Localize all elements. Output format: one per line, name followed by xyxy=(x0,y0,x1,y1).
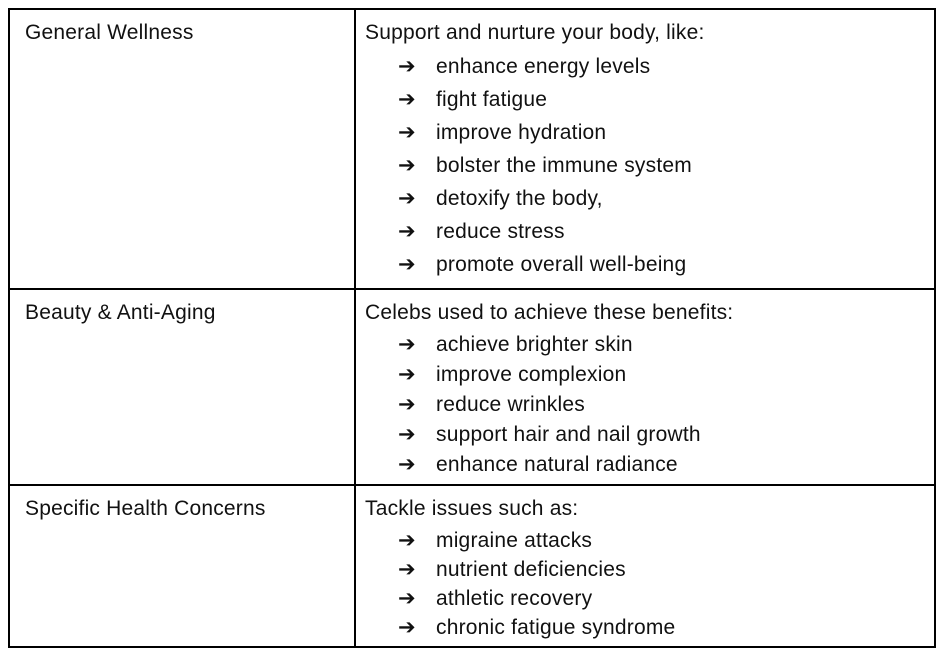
lead-text: Tackle issues such as: xyxy=(365,497,579,520)
arrow-bullet-icon: ➔ xyxy=(398,220,416,243)
bullet-item: ➔ reduce wrinkles xyxy=(398,390,926,420)
arrow-bullet-icon: ➔ xyxy=(398,333,416,356)
arrow-bullet-icon: ➔ xyxy=(398,121,416,144)
bullet-item: ➔ athletic recovery xyxy=(398,584,926,613)
bullet-list: ➔ achieve brighter skin ➔ improve complexi… xyxy=(365,330,926,480)
bullet-item: ➔ chronic fatigue syndrome xyxy=(398,613,926,642)
lead-text: Celebs used to achieve these benefits: xyxy=(365,301,734,324)
category-label: Specific Health Concerns xyxy=(25,497,266,520)
lead-text: Support and nurture your body, like: xyxy=(365,21,705,44)
bullet-text: fight fatigue xyxy=(436,88,548,111)
bullet-item: ➔ support hair and nail growth xyxy=(398,420,926,450)
bullet-item: ➔ improve hydration xyxy=(398,116,926,149)
bullet-item: ➔ detoxify the body, xyxy=(398,182,926,215)
category-cell: General Wellness xyxy=(10,10,356,288)
arrow-bullet-icon: ➔ xyxy=(398,587,416,610)
bullet-text: migraine attacks xyxy=(436,529,593,552)
table-row-general-wellness: General Wellness Support and nurture you… xyxy=(10,10,934,288)
arrow-bullet-icon: ➔ xyxy=(398,453,416,476)
bullet-text: improve complexion xyxy=(436,363,627,386)
bullet-text: nutrient deficiencies xyxy=(436,558,626,581)
bullet-item: ➔ enhance natural radiance xyxy=(398,450,926,480)
bullet-item: ➔ achieve brighter skin xyxy=(398,330,926,360)
bullet-item: ➔ reduce stress xyxy=(398,215,926,248)
arrow-bullet-icon: ➔ xyxy=(398,253,416,276)
bullet-text: detoxify the body, xyxy=(436,187,603,210)
bullet-text: enhance natural radiance xyxy=(436,453,678,476)
bullet-text: athletic recovery xyxy=(436,587,593,610)
benefits-table: General Wellness Support and nurture you… xyxy=(8,8,936,648)
bullet-text: enhance energy levels xyxy=(436,55,651,78)
arrow-bullet-icon: ➔ xyxy=(398,558,416,581)
arrow-bullet-icon: ➔ xyxy=(398,529,416,552)
bullet-item: ➔ improve complexion xyxy=(398,360,926,390)
bullet-item: ➔ bolster the immune system xyxy=(398,149,926,182)
bullet-text: reduce wrinkles xyxy=(436,393,585,416)
arrow-bullet-icon: ➔ xyxy=(398,616,416,639)
bullet-text: bolster the immune system xyxy=(436,154,692,177)
arrow-bullet-icon: ➔ xyxy=(398,423,416,446)
arrow-bullet-icon: ➔ xyxy=(398,393,416,416)
table-row-beauty-anti-aging: Beauty & Anti-Aging Celebs used to achie… xyxy=(10,288,934,484)
arrow-bullet-icon: ➔ xyxy=(398,88,416,111)
bullet-list: ➔ enhance energy levels ➔ fight fatigue ➔ i… xyxy=(365,50,926,281)
arrow-bullet-icon: ➔ xyxy=(398,187,416,210)
bullet-text: chronic fatigue syndrome xyxy=(436,616,676,639)
bullet-item: ➔ promote overall well-being xyxy=(398,248,926,281)
arrow-bullet-icon: ➔ xyxy=(398,55,416,78)
arrow-bullet-icon: ➔ xyxy=(398,154,416,177)
benefits-cell: Support and nurture your body, like: ➔ en… xyxy=(356,10,934,288)
category-cell: Beauty & Anti-Aging xyxy=(10,290,356,484)
category-label: Beauty & Anti-Aging xyxy=(25,301,216,324)
bullet-item: ➔ enhance energy levels xyxy=(398,50,926,83)
benefits-cell: Celebs used to achieve these benefits: ➔… xyxy=(356,290,934,484)
bullet-text: support hair and nail growth xyxy=(436,423,701,446)
category-cell: Specific Health Concerns xyxy=(10,486,356,646)
bullet-item: ➔ nutrient deficiencies xyxy=(398,555,926,584)
bullet-item: ➔ migraine attacks xyxy=(398,526,926,555)
bullet-text: reduce stress xyxy=(436,220,565,243)
bullet-text: promote overall well-being xyxy=(436,253,687,276)
table-row-specific-health-concerns: Specific Health Concerns Tackle issues s… xyxy=(10,484,934,646)
arrow-bullet-icon: ➔ xyxy=(398,363,416,386)
bullet-item: ➔ fight fatigue xyxy=(398,83,926,116)
category-label: General Wellness xyxy=(25,21,194,44)
bullet-text: achieve brighter skin xyxy=(436,333,633,356)
bullet-list: ➔ migraine attacks ➔ nutrient deficiencies… xyxy=(365,526,926,642)
benefits-cell: Tackle issues such as: ➔ migraine attacks… xyxy=(356,486,934,646)
bullet-text: improve hydration xyxy=(436,121,607,144)
